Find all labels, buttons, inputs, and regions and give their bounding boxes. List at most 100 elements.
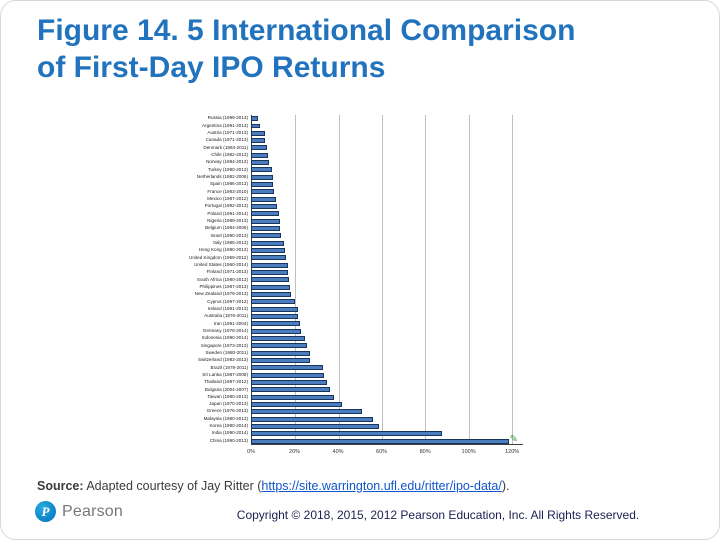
category-label: Bulgaria (2004-2007) [204, 386, 248, 392]
bar [251, 270, 288, 276]
bar [251, 123, 261, 129]
chart-row: Canada (1971-2013) [173, 137, 523, 144]
chart-row: Italy (1985-2013) [173, 240, 523, 247]
chart-row: Sri Lanka (1987-2008) [173, 371, 523, 378]
chart-row: Taiwan (1980-2013) [173, 393, 523, 400]
page-title-line1: Figure 14. 5 International Comparison [37, 14, 576, 47]
bar-track [251, 379, 523, 386]
category-label: Denmark (1984-2011) [203, 144, 248, 150]
category-label: Chile (1982-2013) [211, 152, 248, 157]
bar [251, 255, 286, 261]
category-label: Spain (1986-2013) [209, 181, 248, 187]
category-label: Israel (1990-2013) [210, 232, 248, 238]
source-note: Source: Adapted courtesy of Jay Ritter (… [37, 479, 509, 493]
bar [251, 284, 291, 290]
category-label: Singapore (1973-2013) [200, 342, 248, 348]
bar-track [251, 159, 523, 166]
chart-row: Sweden (1980-2011) [173, 350, 523, 357]
category-label: Canada (1971-2013) [205, 137, 248, 143]
bar-track [251, 306, 523, 313]
bar-track [251, 218, 523, 225]
chart-row: Belgium (1984-2006) [173, 225, 523, 232]
source-text: Adapted courtesy of Jay Ritter ( [83, 479, 262, 493]
bar-track [251, 144, 523, 151]
chart-row: Australia (1976-2011) [173, 313, 523, 320]
bar-track [251, 350, 523, 357]
category-label: United States (1960-2014) [194, 261, 248, 267]
chart-row: Japan (1970-2013) [173, 401, 523, 408]
pearson-wordmark: Pearson [62, 502, 123, 520]
chart-row: Russia (1999-2013) [173, 115, 523, 122]
bar [251, 262, 288, 268]
chart-row: Cyprus (1997-2012) [173, 298, 523, 305]
bar [251, 116, 259, 122]
bar [251, 299, 296, 305]
chart-row: Bulgaria (2004-2007) [173, 386, 523, 393]
bar [251, 394, 334, 400]
bar-track [251, 122, 523, 129]
bar-track [251, 328, 523, 335]
chart-row: Spain (1986-2013) [173, 181, 523, 188]
bar-track [251, 240, 523, 247]
bar-track [251, 203, 523, 210]
bar [251, 226, 281, 232]
bar [251, 438, 509, 444]
bar-track [251, 225, 523, 232]
source-link[interactable]: https://site.warrington.ufl.edu/ritter/i… [261, 479, 502, 493]
chart-row: Chile (1982-2013) [173, 152, 523, 159]
bar [251, 160, 269, 166]
category-label: Belgium (1984-2006) [205, 225, 248, 231]
gridline [512, 115, 514, 444]
bar-track [251, 276, 523, 283]
category-label: Sweden (1980-2011) [205, 349, 248, 355]
gridline [382, 115, 384, 444]
bar [251, 240, 285, 246]
x-tick-label: 20% [289, 449, 301, 455]
gridline [338, 115, 340, 444]
bar-track [251, 232, 523, 239]
bar [251, 182, 274, 188]
chart-row: Switzerland (1983-2013) [173, 357, 523, 364]
category-label: Poland (1991-2014) [207, 210, 248, 216]
bar-track [251, 291, 523, 298]
gridline [425, 115, 427, 444]
category-label: China (1990-2013) [209, 437, 248, 443]
bar [251, 350, 311, 356]
bar [251, 277, 289, 283]
gridline [295, 115, 297, 444]
category-label: Nigeria (1989-2013) [207, 217, 248, 223]
category-label: Norway (1984-2013) [206, 159, 248, 165]
bar-track [251, 430, 523, 437]
category-label: Russia (1999-2013) [207, 115, 248, 121]
chart-row: Portugal (1992-2013) [173, 203, 523, 210]
page-title: Figure 14. 5 International Comparison of… [37, 13, 575, 86]
bar [251, 189, 274, 195]
category-label: Italy (1985-2013) [213, 239, 248, 245]
category-label: Mexico (1987-2012) [207, 195, 248, 201]
chart-row: Finland (1971-2013) [173, 269, 523, 276]
source-suffix: ). [501, 479, 510, 493]
bar [251, 211, 279, 217]
bar-track [251, 269, 523, 276]
category-label: Brazil (1979-2011) [210, 364, 248, 370]
bar-track [251, 298, 523, 305]
bar [251, 416, 374, 422]
bar-track [251, 166, 523, 173]
category-label: Japan (1970-2013) [209, 401, 248, 407]
chart-row: Norway (1984-2013) [173, 159, 523, 166]
chart-row: Brazil (1979-2011) [173, 364, 523, 371]
bar [251, 218, 280, 224]
category-label: Austria (1971-2013) [207, 130, 248, 136]
bar [251, 314, 299, 319]
page-title-line2: of First-Day IPO Returns [37, 50, 386, 84]
chart-row: India (1990-2014) [173, 430, 523, 437]
source-label: Source: [37, 479, 84, 493]
x-tick-label: 100% [461, 449, 476, 455]
bar [251, 204, 277, 210]
bar [251, 321, 300, 327]
bar-track [251, 357, 523, 364]
bar [251, 343, 308, 349]
chart-row: Austria (1971-2013) [173, 130, 523, 137]
bar-track [251, 342, 523, 349]
bar [251, 174, 274, 180]
